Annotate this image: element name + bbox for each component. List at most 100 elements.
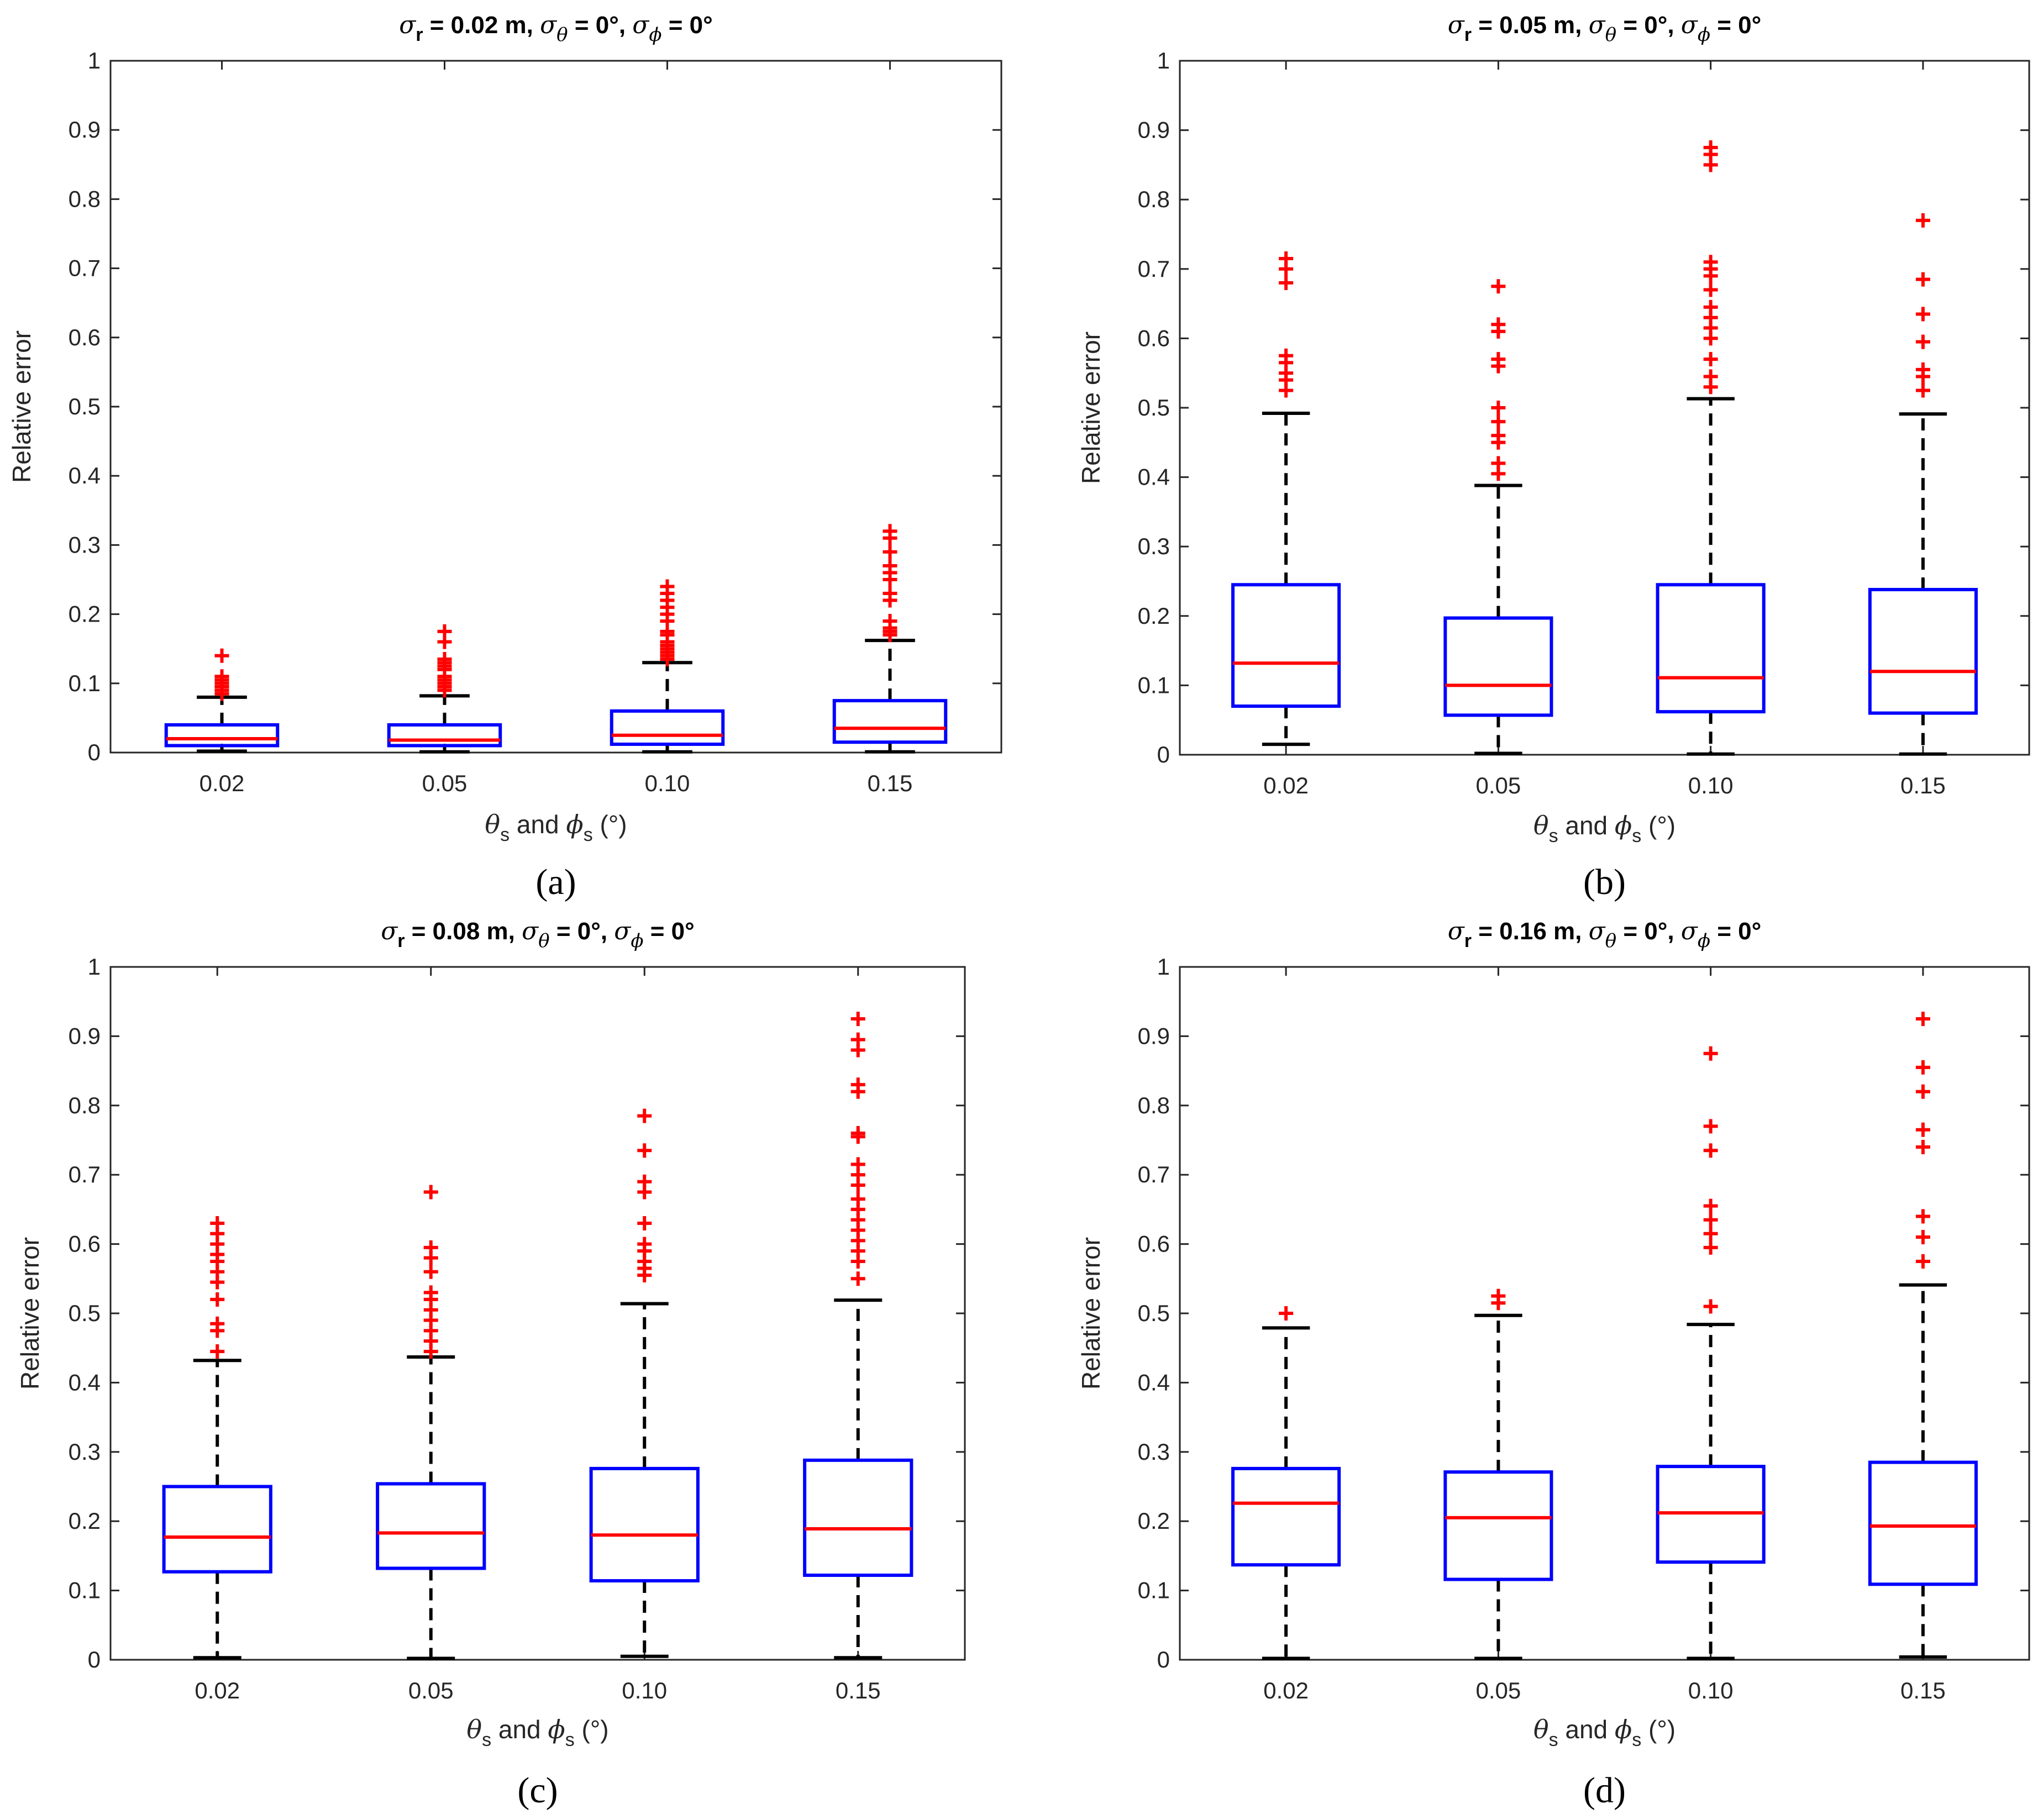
outlier-marker bbox=[1915, 213, 1930, 228]
outlier-marker bbox=[1703, 1226, 1718, 1241]
box-iqr bbox=[162, 1485, 272, 1574]
outlier-marker bbox=[1915, 1140, 1930, 1155]
y-tick-label: 0.2 bbox=[1138, 603, 1170, 629]
y-tick-label: 0.7 bbox=[69, 1161, 101, 1187]
chart-title: σr = 0.16 m, σθ = 0°, σϕ = 0° bbox=[1448, 917, 1762, 952]
box-0.05 bbox=[376, 1185, 486, 1660]
y-tick-label: 0.3 bbox=[69, 1439, 101, 1465]
y-tick-label: 0.9 bbox=[1138, 1023, 1170, 1049]
y-tick-label: 0 bbox=[88, 1647, 101, 1672]
box-iqr bbox=[376, 1482, 486, 1570]
x-tick-label: 0.15 bbox=[1900, 772, 1946, 798]
outlier-marker bbox=[1915, 362, 1930, 377]
outlier-marker bbox=[883, 586, 897, 601]
outlier-marker bbox=[1915, 1122, 1930, 1137]
y-axis-label: Relative error bbox=[7, 330, 36, 483]
box-0.15 bbox=[803, 1012, 913, 1660]
y-tick-label: 0.4 bbox=[1138, 464, 1170, 490]
y-tick-label: 0.9 bbox=[69, 1023, 101, 1049]
outlier-marker bbox=[1915, 1209, 1930, 1224]
x-tick-label: 0.10 bbox=[622, 1677, 667, 1703]
outlier-marker bbox=[1703, 1046, 1718, 1061]
y-tick-label: 0.7 bbox=[69, 255, 101, 281]
box-iqr bbox=[387, 723, 502, 748]
box-0.05 bbox=[387, 624, 502, 754]
y-tick-label: 0 bbox=[88, 739, 101, 765]
outlier-marker bbox=[1703, 352, 1718, 367]
box-iqr bbox=[1656, 583, 1766, 714]
outlier-marker bbox=[437, 624, 452, 639]
y-tick-label: 0.6 bbox=[1138, 1231, 1170, 1257]
outlier-marker bbox=[1915, 272, 1930, 287]
y-tick-label: 1 bbox=[1157, 48, 1170, 73]
box-0.05 bbox=[1443, 1288, 1553, 1660]
outlier-marker bbox=[850, 1192, 865, 1207]
outlier-marker bbox=[1915, 1084, 1930, 1099]
outlier-marker bbox=[883, 544, 897, 559]
outlier-marker bbox=[1915, 307, 1930, 322]
x-tick-label: 0.02 bbox=[195, 1677, 240, 1703]
box-0.10 bbox=[589, 1108, 700, 1658]
x-axis-label: θs and ϕs (°) bbox=[1533, 1714, 1676, 1750]
outlier-marker bbox=[1279, 275, 1294, 290]
outlier-marker bbox=[214, 648, 229, 663]
x-tick-label: 0.10 bbox=[1688, 1677, 1734, 1703]
x-tick-label: 0.02 bbox=[199, 770, 245, 796]
chart-panel-3: 0 0.1 0.2 0.3 0.4 0.5 0.6 0.7 0.8 0.9 1 0.02 0.05 0.1… bbox=[15, 917, 966, 1811]
box-0.15 bbox=[1868, 1012, 1978, 1659]
y-tick-label: 0.8 bbox=[1138, 1092, 1170, 1118]
outlier-marker bbox=[883, 524, 897, 539]
outlier-marker bbox=[660, 579, 675, 594]
box-0.15 bbox=[1868, 213, 1978, 756]
y-tick-label: 1 bbox=[1157, 954, 1170, 980]
x-tick-label: 0.15 bbox=[1900, 1677, 1946, 1703]
plot-area bbox=[1179, 60, 2030, 756]
chart-title: σr = 0.05 m, σθ = 0°, σϕ = 0° bbox=[1448, 11, 1762, 46]
y-tick-label: 0.2 bbox=[69, 1508, 101, 1534]
box-iqr bbox=[610, 709, 725, 746]
y-tick-label: 0.2 bbox=[1138, 1508, 1170, 1534]
outlier-marker bbox=[637, 1237, 652, 1251]
x-tick-label: 0.15 bbox=[868, 770, 913, 796]
x-axis-label: θs and ϕs (°) bbox=[466, 1714, 608, 1750]
y-tick-label: 0.3 bbox=[1138, 1439, 1170, 1465]
outlier-marker bbox=[1491, 401, 1506, 415]
box-iqr bbox=[164, 723, 280, 748]
outlier-marker bbox=[883, 558, 897, 573]
outlier-marker bbox=[1491, 456, 1506, 471]
box-iqr bbox=[1868, 1460, 1978, 1586]
x-tick-label: 0.02 bbox=[1263, 1677, 1309, 1703]
outlier-marker bbox=[1279, 251, 1294, 266]
y-tick-label: 0.5 bbox=[69, 1300, 101, 1326]
y-axis-label: Relative error bbox=[1076, 1237, 1105, 1390]
outlier-marker bbox=[1703, 1299, 1718, 1314]
outlier-marker bbox=[1915, 1230, 1930, 1245]
panel-label: (d) bbox=[1583, 1770, 1626, 1811]
outlier-marker bbox=[850, 1125, 865, 1140]
outlier-marker bbox=[1703, 1240, 1718, 1255]
outlier-marker bbox=[1491, 317, 1506, 332]
box-iqr bbox=[1868, 588, 1978, 715]
x-tick-label: 0.10 bbox=[645, 770, 690, 796]
x-tick-label: 0.02 bbox=[1263, 772, 1309, 798]
box-iqr bbox=[1443, 1470, 1553, 1581]
y-tick-label: 1 bbox=[88, 954, 101, 980]
box-0.10 bbox=[1656, 1046, 1766, 1660]
outlier-marker bbox=[214, 669, 229, 684]
outlier-marker bbox=[1703, 299, 1718, 314]
y-tick-label: 0.6 bbox=[69, 324, 101, 350]
outlier-marker bbox=[423, 1240, 438, 1255]
chart-panel-1: 0 0.1 0.2 0.3 0.4 0.5 0.6 0.7 0.8 0.9 1 0.02 0.05 0.1… bbox=[7, 11, 1002, 902]
y-tick-label: 0.9 bbox=[1138, 117, 1170, 143]
outlier-marker bbox=[1915, 383, 1930, 398]
outlier-marker bbox=[637, 1108, 652, 1123]
outlier-marker bbox=[210, 1216, 225, 1230]
box-0.02 bbox=[1231, 251, 1341, 746]
y-tick-label: 0.4 bbox=[1138, 1369, 1170, 1395]
y-tick-label: 0.7 bbox=[1138, 256, 1170, 282]
chart-title: σr = 0.02 m, σθ = 0°, σϕ = 0° bbox=[399, 11, 713, 46]
y-tick-label: 0.6 bbox=[69, 1231, 101, 1257]
y-tick-label: 0.3 bbox=[1138, 533, 1170, 559]
panel-label: (b) bbox=[1583, 862, 1626, 902]
outlier-marker bbox=[637, 1143, 652, 1158]
